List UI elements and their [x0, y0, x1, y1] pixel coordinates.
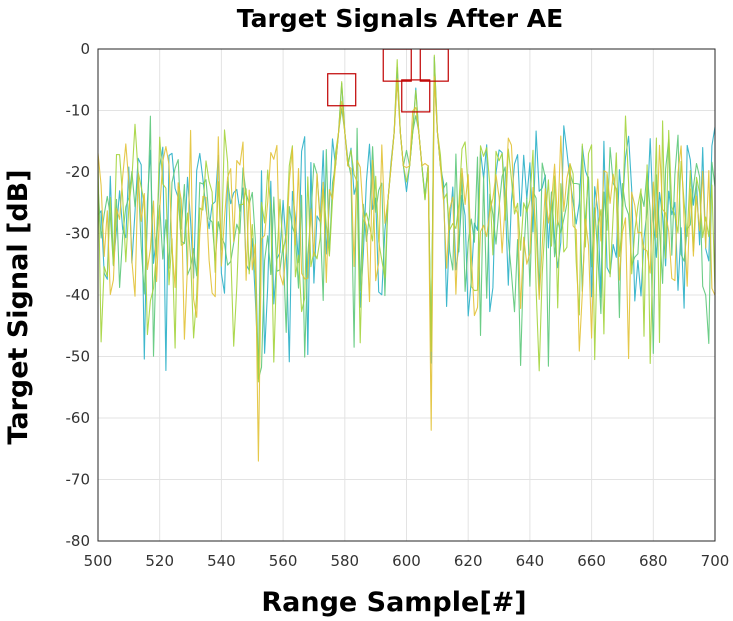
- x-tick-label: 700: [701, 552, 730, 570]
- y-tick-label: -70: [66, 471, 91, 489]
- series-line-4: [97, 76, 716, 462]
- chart-title: Target Signals After AE: [237, 4, 563, 33]
- series-group: [97, 54, 716, 462]
- series-line-1: [97, 56, 716, 372]
- x-tick-label: 560: [269, 552, 298, 570]
- y-tick-label: -30: [66, 225, 91, 243]
- grid: [97, 48, 716, 542]
- y-tick-label: -80: [66, 532, 91, 550]
- x-tick-label: 580: [330, 552, 359, 570]
- series-line-3: [97, 54, 716, 383]
- y-tick-label: -50: [66, 348, 91, 366]
- x-tick-label: 500: [84, 552, 113, 570]
- peak-marker-box: [327, 73, 357, 107]
- x-tick-label: 640: [516, 552, 545, 570]
- y-axis-label: Target Signal [dB]: [3, 169, 34, 444]
- y-tick-labels: 0 -10 -20 -30 -40 -50 -60 -70 -80: [66, 40, 91, 550]
- peak-markers: [327, 48, 449, 113]
- y-tick-label: -40: [66, 286, 91, 304]
- series-line-2: [97, 74, 716, 380]
- y-tick-label: -20: [66, 163, 91, 181]
- x-tick-label: 620: [454, 552, 483, 570]
- x-tick-label: 680: [639, 552, 668, 570]
- x-tick-label: 540: [207, 552, 236, 570]
- y-tick-label: 0: [80, 40, 90, 58]
- y-tick-label: -10: [66, 102, 91, 120]
- x-tick-label: 520: [145, 552, 174, 570]
- x-tick-label: 660: [577, 552, 606, 570]
- x-axis-label: Range Sample[#]: [261, 587, 526, 618]
- peak-marker-box: [401, 79, 431, 113]
- x-tick-label: 600: [392, 552, 421, 570]
- plot-frame: [97, 48, 716, 542]
- x-tick-labels: 500 520 540 560 580 600 620 640 660 680 700: [84, 552, 730, 570]
- y-tick-label: -60: [66, 409, 91, 427]
